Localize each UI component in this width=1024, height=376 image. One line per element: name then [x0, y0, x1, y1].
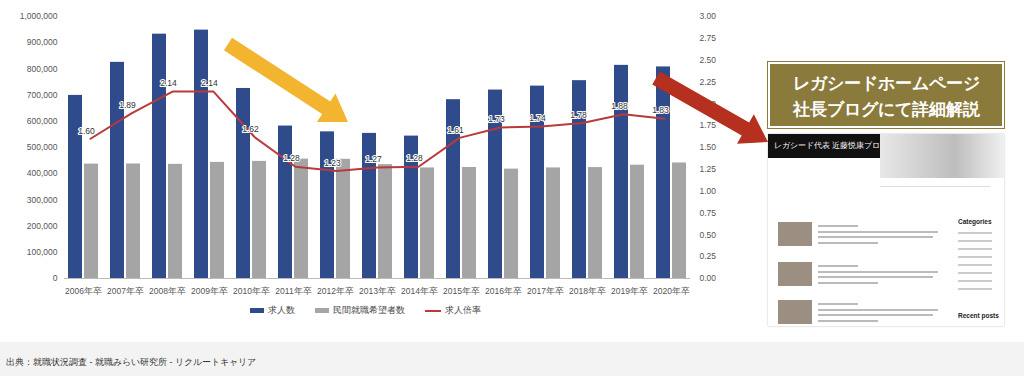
svg-text:1.78: 1.78 [570, 110, 587, 120]
svg-text:2.14: 2.14 [160, 78, 177, 88]
svg-text:2020年卒: 2020年卒 [653, 286, 690, 296]
svg-text:0.75: 0.75 [700, 208, 717, 218]
svg-text:1.00: 1.00 [700, 186, 717, 196]
svg-text:1.60: 1.60 [78, 125, 95, 135]
svg-text:300,000: 300,000 [27, 195, 58, 205]
svg-text:2015年卒: 2015年卒 [443, 286, 480, 296]
html-text:出典：就職状況調査 - 就職みらい研究所 - リクルートキャ: 出典：就職状況調査 - 就職みらい研究所 - リクルートキャリア [6, 357, 256, 367]
svg-text:2013年卒: 2013年卒 [359, 286, 396, 296]
svg-text:2.50: 2.50 [700, 55, 717, 65]
svg-text:2010年卒: 2010年卒 [233, 286, 270, 296]
svg-text:2018年卒: 2018年卒 [569, 286, 606, 296]
svg-text:2016年卒: 2016年卒 [485, 286, 522, 296]
svg-text:1.75: 1.75 [700, 120, 717, 130]
svg-text:1.83: 1.83 [652, 105, 669, 115]
svg-text:100,000: 100,000 [27, 247, 58, 257]
svg-text:0.50: 0.50 [700, 230, 717, 240]
svg-text:500,000: 500,000 [27, 142, 58, 152]
svg-text:400,000: 400,000 [27, 168, 58, 178]
html-text:Categories: Categories [958, 218, 992, 225]
svg-text:2.00: 2.00 [700, 99, 717, 109]
svg-text:2006年卒: 2006年卒 [65, 286, 102, 296]
svg-text:1.89: 1.89 [119, 100, 136, 110]
svg-text:900,000: 900,000 [27, 37, 58, 47]
svg-text:3.00: 3.00 [700, 11, 717, 21]
svg-text:1.74: 1.74 [529, 113, 546, 123]
svg-text:2008年卒: 2008年卒 [149, 286, 186, 296]
svg-text:1.28: 1.28 [283, 153, 300, 163]
svg-text:1.23: 1.23 [324, 158, 341, 168]
svg-text:2.25: 2.25 [700, 77, 717, 87]
svg-text:1.88: 1.88 [611, 101, 628, 111]
svg-text:2.14: 2.14 [201, 78, 218, 88]
svg-text:2011年卒: 2011年卒 [275, 286, 311, 296]
svg-text:2007年卒: 2007年卒 [107, 286, 144, 296]
svg-text:700,000: 700,000 [27, 90, 58, 100]
svg-text:0.00: 0.00 [700, 273, 717, 283]
svg-text:800,000: 800,000 [27, 64, 58, 74]
svg-text:2014年卒: 2014年卒 [401, 286, 438, 296]
svg-text:0: 0 [53, 273, 58, 283]
svg-text:2017年卒: 2017年卒 [527, 286, 564, 296]
svg-text:1.73: 1.73 [488, 114, 505, 124]
html-text:民間就職希望者数: 民間就職希望者数 [332, 305, 405, 315]
svg-text:600,000: 600,000 [27, 116, 58, 126]
svg-text:1.61: 1.61 [447, 125, 464, 135]
html-text:社長ブログにて詳細解説: 社長ブログにて詳細解説 [792, 99, 980, 119]
svg-text:1.27: 1.27 [365, 154, 382, 164]
svg-text:1.62: 1.62 [242, 124, 259, 134]
html-text:Recent posts: Recent posts [958, 312, 999, 319]
svg-text:1.28: 1.28 [406, 153, 423, 163]
html-text:レガシード代表 近藤悦康ブログ: レガシード代表 近藤悦康ブログ [774, 141, 889, 150]
svg-text:2019年卒: 2019年卒 [611, 286, 648, 296]
html-text:求人数: 求人数 [267, 305, 295, 315]
svg-text:0.25: 0.25 [700, 251, 717, 261]
html-text:レガシードホームページ: レガシードホームページ [792, 73, 980, 93]
svg-text:1.50: 1.50 [700, 142, 717, 152]
svg-text:1.25: 1.25 [700, 164, 717, 174]
svg-text:2009年卒: 2009年卒 [191, 286, 228, 296]
svg-text:200,000: 200,000 [27, 221, 58, 231]
svg-text:1,000,000: 1,000,000 [20, 11, 58, 21]
svg-text:2.75: 2.75 [700, 33, 717, 43]
svg-text:2012年卒: 2012年卒 [317, 286, 354, 296]
html-text:求人倍率: 求人倍率 [444, 305, 481, 315]
